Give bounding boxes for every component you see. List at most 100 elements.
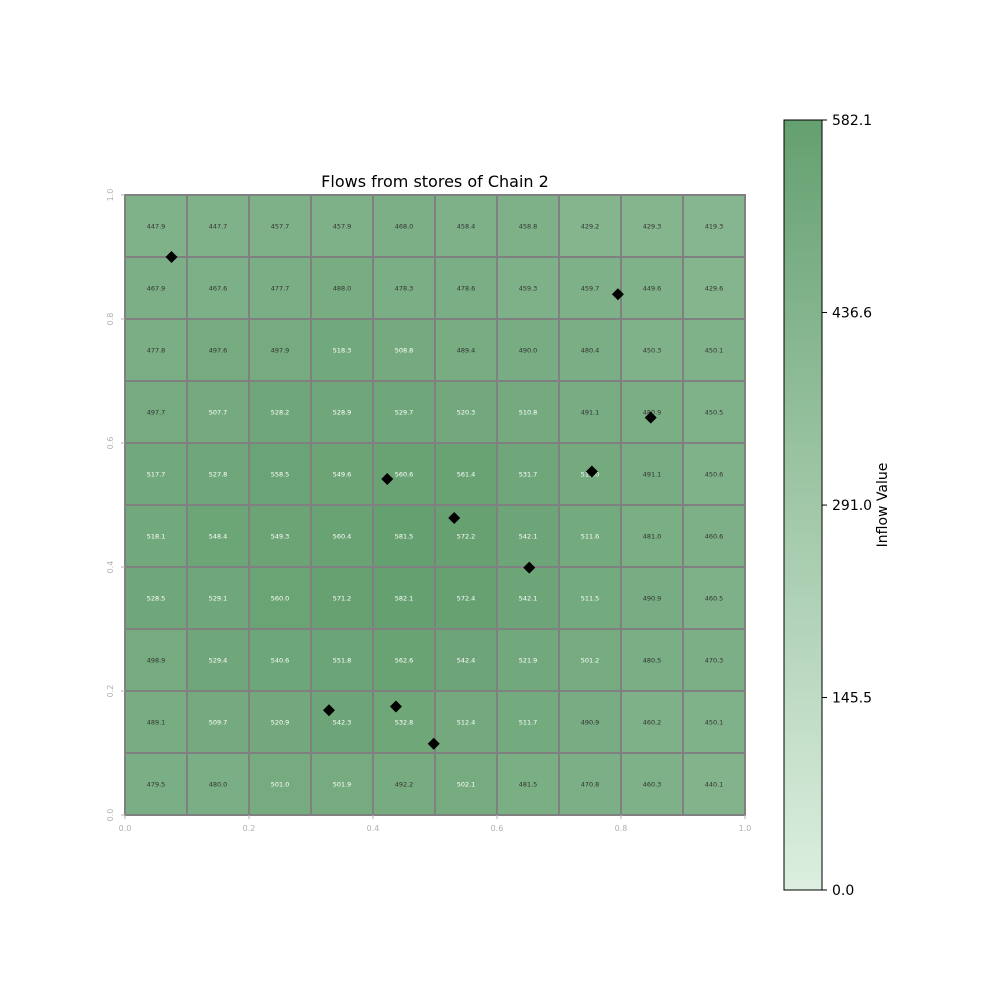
cell-value-label: 501.0 <box>271 781 290 789</box>
cell-value-label: 457.9 <box>333 223 352 231</box>
cell-value-label: 549.6 <box>333 471 352 479</box>
store-marker <box>165 251 178 263</box>
cell-value-label: 459.7 <box>581 285 600 293</box>
cell-value-label: 429.6 <box>705 285 724 293</box>
cell-value-label: 560.6 <box>395 471 414 479</box>
y-tick-label: 0.2 <box>106 685 115 698</box>
heatmap-cell <box>124 752 188 816</box>
cell-value-label: 507.7 <box>209 409 228 417</box>
heatmap-cell <box>620 628 684 692</box>
cell-value-label: 521.9 <box>519 657 538 665</box>
cell-value-label: 562.6 <box>395 657 414 665</box>
heatmap-cell <box>310 566 374 630</box>
cell-value-label: 518.3 <box>333 347 352 355</box>
cell-value-label: 467.6 <box>209 285 228 293</box>
chart-title: Flows from stores of Chain 2 <box>321 172 549 191</box>
store-marker <box>585 465 598 478</box>
y-tick-label: 0.8 <box>106 313 115 326</box>
heatmap-cell <box>186 752 250 816</box>
cell-value-label: 528.2 <box>271 409 290 417</box>
store-marker <box>644 411 657 424</box>
heatmap-cell <box>496 380 560 444</box>
cell-value-label: 460.3 <box>643 781 662 789</box>
heatmap-cell <box>620 504 684 568</box>
cell-value-label: 480.0 <box>209 781 228 789</box>
cell-value-label: 479.5 <box>147 781 166 789</box>
y-tick-label: 0.6 <box>106 437 115 450</box>
cell-value-label: 489.1 <box>147 719 166 727</box>
heatmap-cell <box>124 194 188 258</box>
cell-value-label: 560.4 <box>333 533 352 541</box>
colorbar-tick-label: 291.0 <box>832 498 872 514</box>
heatmap-cell <box>496 256 560 320</box>
cell-value-label: 511.6 <box>581 533 600 541</box>
colorbar-ticks: 0.0 145.5 291.0 436.6 582.1 <box>822 113 872 899</box>
cell-value-label: 457.7 <box>271 223 290 231</box>
y-axis-ticks: 0.0 0.2 0.4 0.6 0.8 1.0 <box>106 189 125 822</box>
cell-value-label: 558.5 <box>271 471 290 479</box>
cell-value-label: 528.9 <box>333 409 352 417</box>
cell-value-label: 531.7 <box>519 471 538 479</box>
cell-value-label: 501.9 <box>333 781 352 789</box>
y-tick-label: 0.0 <box>106 809 115 822</box>
y-tick-label: 1.0 <box>106 189 115 202</box>
colorbar-tick-label: 436.6 <box>832 305 872 321</box>
cell-value-label: 518.1 <box>147 533 166 541</box>
heatmap-cell <box>248 318 312 382</box>
cell-value-label: 529.7 <box>395 409 414 417</box>
heatmap-cell <box>496 690 560 754</box>
x-tick-label: 0.0 <box>119 824 132 833</box>
heatmap-cell <box>558 628 622 692</box>
heatmap-cell <box>186 442 250 506</box>
cell-value-label: 542.1 <box>519 533 538 541</box>
heatmap-cell <box>310 504 374 568</box>
cell-value-label: 447.9 <box>147 223 166 231</box>
cell-value-label: 527.8 <box>209 471 228 479</box>
cell-value-label: 477.7 <box>271 285 290 293</box>
cell-value-label: 532.8 <box>395 719 414 727</box>
heatmap-cell <box>310 256 374 320</box>
cell-value-label: 480.5 <box>643 657 662 665</box>
heatmap-cell <box>434 566 498 630</box>
cell-value-label: 477.8 <box>147 347 166 355</box>
cell-value-label: 502.1 <box>457 781 476 789</box>
cell-value-label: 510.8 <box>519 409 538 417</box>
store-marker <box>448 512 461 525</box>
cell-value-label: 488.0 <box>333 285 352 293</box>
cell-value-label: 511.7 <box>519 719 538 727</box>
cell-value-label: 470.8 <box>581 781 600 789</box>
cell-value-label: 458.4 <box>457 223 476 231</box>
cell-value-label: 468.0 <box>395 223 414 231</box>
cell-value-label: 489.4 <box>457 347 476 355</box>
x-tick-label: 0.2 <box>243 824 256 833</box>
heatmap-cell <box>682 194 746 258</box>
heatmap-cell <box>124 318 188 382</box>
heatmap-cell <box>434 628 498 692</box>
cell-value-label: 459.3 <box>519 285 538 293</box>
cell-value-label: 548.4 <box>209 533 228 541</box>
cell-value-label: 582.1 <box>395 595 414 603</box>
heatmap-cell <box>248 628 312 692</box>
heatmap-cell <box>434 442 498 506</box>
cell-value-label: 480.4 <box>581 347 600 355</box>
heatmap-cell <box>434 752 498 816</box>
x-tick-label: 0.8 <box>615 824 628 833</box>
store-markers <box>165 251 657 750</box>
heatmap-cell <box>372 442 436 506</box>
heatmap-cell <box>248 504 312 568</box>
cell-value-label: 492.2 <box>395 781 414 789</box>
cell-value-label: 450.1 <box>705 719 724 727</box>
cell-value-label: 450.5 <box>705 409 724 417</box>
store-marker <box>523 561 536 574</box>
heatmap-cell <box>186 690 250 754</box>
heatmap-cell <box>434 380 498 444</box>
cell-value-label: 440.1 <box>705 781 724 789</box>
heatmap-cell <box>186 318 250 382</box>
cell-value-label: 478.6 <box>457 285 476 293</box>
heatmap-cell <box>124 566 188 630</box>
cell-value-label: 447.7 <box>209 223 228 231</box>
heatmap-cell <box>434 194 498 258</box>
cell-value-label: 490.9 <box>643 595 662 603</box>
cell-value-label: 481.5 <box>519 781 538 789</box>
cell-value-label: 429.2 <box>581 223 600 231</box>
